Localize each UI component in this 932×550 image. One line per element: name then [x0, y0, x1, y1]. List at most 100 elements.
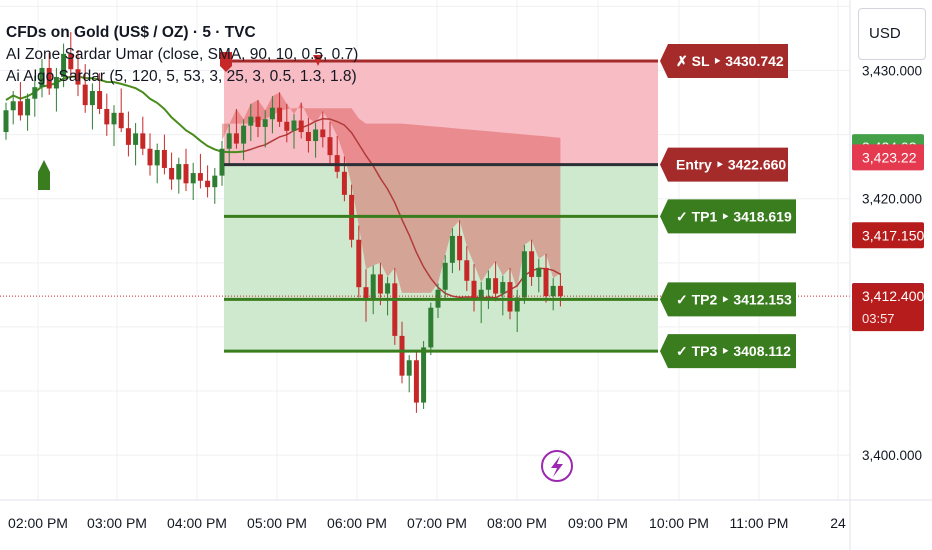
x-tick-label: 24	[830, 515, 846, 531]
candle-body	[190, 173, 196, 184]
candle-body	[385, 283, 391, 294]
candle-body	[183, 164, 189, 184]
candle-body	[248, 116, 254, 126]
candle-body	[493, 278, 499, 294]
candle-body	[25, 98, 31, 116]
candle-body	[75, 69, 81, 85]
lightning-icon	[541, 450, 573, 482]
time-axis: 02:00 PM 03:00 PM 04:00 PM 05:00 PM 06:00 PM…	[0, 499, 932, 531]
candle-body	[313, 129, 319, 142]
symbol-title[interactable]: CFDs on Gold (US$ / OZ) · 5 · TVC	[6, 24, 256, 41]
candle-body	[370, 274, 376, 299]
chart-legend: CFDs on Gold (US$ / OZ) · 5 · TVC AI Zon…	[6, 22, 358, 88]
indicator-zone[interactable]: AI Zone Sardar Umar (close, SMA, 90, 10,…	[6, 46, 359, 63]
level-label-entry[interactable]: Entry ‣ 3422.660	[660, 147, 788, 182]
level-label-tp2[interactable]: ✓ TP2 ‣ 3412.153	[660, 282, 796, 317]
candle-body	[277, 107, 283, 122]
candle-body	[68, 53, 74, 70]
candle-body	[356, 239, 362, 288]
candle-body	[133, 133, 139, 145]
level-label-bg	[660, 44, 788, 78]
candle-body	[17, 101, 23, 116]
level-label-bg	[660, 334, 796, 369]
candle-body	[284, 121, 290, 131]
candle-body	[226, 133, 232, 149]
price-tag-value: 3,412.400	[862, 288, 924, 304]
candle-body	[377, 274, 383, 294]
candle-body	[485, 278, 491, 290]
tp-zone	[224, 164, 658, 352]
candle-body	[154, 150, 160, 166]
x-tick-label: 10:00 PM	[649, 515, 709, 531]
sl-zone	[224, 61, 658, 165]
candle-body	[32, 87, 38, 99]
x-tick-label: 04:00 PM	[167, 515, 227, 531]
candlesticks	[3, 32, 563, 413]
candle-body	[219, 148, 225, 176]
candle-body	[39, 67, 45, 88]
candle-body	[392, 283, 398, 336]
x-tick-label: 05:00 PM	[247, 515, 307, 531]
candle-body	[125, 128, 131, 145]
level-label-bg	[660, 199, 796, 234]
candle-body	[233, 133, 239, 144]
level-label-tp1[interactable]: ✓ TP1 ‣ 3418.619	[660, 199, 796, 234]
x-tick-label: 08:00 PM	[487, 515, 547, 531]
candle-body	[82, 84, 88, 106]
candle-body	[399, 335, 405, 376]
candle-body	[514, 297, 520, 312]
sell-signal-icon	[220, 52, 232, 72]
level-label-bg	[660, 282, 796, 317]
candle-body	[320, 129, 326, 138]
price-tag-countdown: 03:57	[862, 311, 895, 326]
x-tick-label: 03:00 PM	[87, 515, 147, 531]
candle-body	[269, 107, 275, 120]
x-tick-label: 02:00 PM	[8, 515, 68, 531]
candle-body	[298, 120, 304, 133]
candle-body	[500, 282, 506, 294]
candle-body	[478, 289, 484, 300]
candle-body	[161, 150, 167, 168]
level-label-tp3[interactable]: ✓ TP3 ‣ 3408.112	[660, 334, 796, 369]
candle-body	[457, 235, 463, 261]
candle-body	[262, 119, 268, 127]
candle-body	[449, 235, 455, 263]
candle-body	[176, 164, 182, 180]
level-label-text: ✓ TP1 ‣ 3418.619	[676, 208, 792, 224]
sell-cloud	[222, 92, 561, 293]
candle-body	[521, 251, 527, 298]
candle-body	[241, 125, 247, 144]
candle-body	[341, 171, 347, 195]
currency-button[interactable]: USD	[858, 8, 926, 60]
y-tick-label: 3,430.000	[862, 64, 922, 79]
candle-body	[557, 285, 563, 297]
candle-body	[61, 53, 67, 77]
ma-line-bull	[5, 75, 244, 154]
candle-body	[406, 360, 412, 376]
price-tag-bg	[852, 222, 924, 249]
candle-body	[413, 360, 419, 403]
indicator-algo[interactable]: Ai Algo Sardar (5, 120, 5, 53, 3, 25, 3,…	[6, 68, 357, 85]
candle-body	[118, 112, 124, 129]
candle-body	[464, 260, 470, 281]
x-tick-label: 07:00 PM	[407, 515, 467, 531]
price-tag-bg	[852, 144, 924, 171]
x-tick-label: 11:00 PM	[730, 515, 789, 531]
candle-body	[421, 347, 427, 403]
level-label-sl[interactable]: ✗ SL ‣ 3430.742	[660, 44, 788, 78]
candle-body	[3, 110, 9, 133]
candle-body	[169, 167, 175, 180]
currency-label: USD	[869, 25, 901, 42]
price-tag-bg	[852, 283, 924, 332]
candle-body	[543, 267, 549, 297]
candle-body	[147, 148, 153, 166]
candle-body	[53, 76, 59, 89]
candle-body	[305, 132, 311, 142]
chart-extras	[38, 52, 573, 482]
level-label-text: ✗ SL ‣ 3430.742	[676, 53, 784, 69]
buy-signal-icon	[38, 160, 50, 190]
candle-body	[10, 101, 16, 111]
candle-body	[255, 116, 261, 127]
candle-body	[205, 180, 211, 188]
